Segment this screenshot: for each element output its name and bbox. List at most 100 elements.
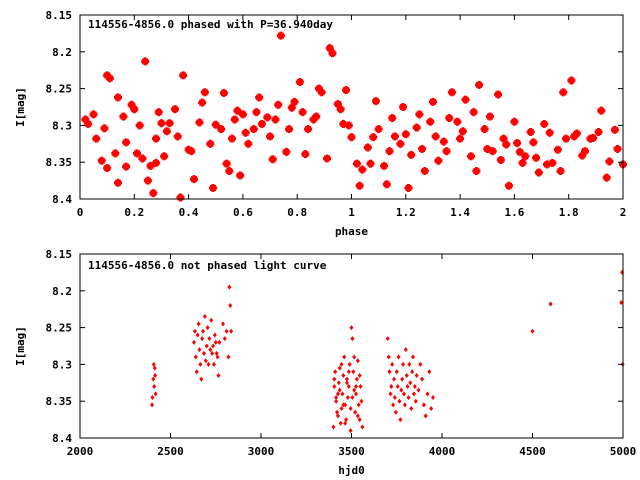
phased-data-point [301, 150, 310, 159]
phased-data-point [152, 158, 161, 167]
unphased-data-point [412, 383, 417, 389]
unphased-data-point [400, 376, 405, 382]
phased-data-point [553, 145, 562, 154]
unphased-data-point [216, 372, 221, 378]
phased-data-point [244, 139, 253, 148]
unphased-data-point [151, 376, 156, 382]
phased-y-tick-label: 8.3 [52, 119, 72, 132]
phased-data-point [285, 125, 294, 134]
phased-data-point [162, 127, 171, 136]
phased-data-point [81, 115, 90, 124]
unphased-data-point [530, 328, 535, 334]
phased-data-point [388, 114, 397, 123]
unphased-data-point [401, 361, 406, 367]
phased-data-point [458, 127, 467, 136]
unphased-data-point [195, 332, 200, 338]
phased-data-point [230, 115, 239, 124]
phased-data-point [532, 153, 541, 162]
unphased-data-points [150, 269, 625, 434]
unphased-plot-title: 114556-4856.0 not phased light curve [88, 259, 327, 272]
phased-data-point [434, 156, 443, 165]
phased-data-point [556, 167, 565, 176]
phased-x-tick-label: 0.6 [233, 206, 253, 219]
unphased-data-point [198, 361, 203, 367]
phased-data-point [461, 95, 470, 104]
phased-data-point [263, 113, 272, 122]
phased-data-point [287, 103, 296, 112]
unphased-data-point [346, 383, 351, 389]
phased-data-point [236, 171, 245, 180]
unphased-data-point [150, 402, 155, 408]
phased-data-point [510, 117, 519, 126]
phased-x-tick-label: 1 [348, 206, 355, 219]
phased-data-point [431, 132, 440, 141]
phased-data-point [580, 147, 589, 156]
phased-data-point [304, 125, 313, 134]
phased-data-point [133, 149, 142, 158]
unphased-data-point [228, 303, 233, 309]
unphased-y-tick-label: 8.4 [52, 432, 72, 445]
phased-data-point [428, 97, 437, 106]
phased-data-point [483, 144, 492, 153]
unphased-data-point [398, 417, 403, 423]
phased-data-point [363, 143, 372, 152]
unphased-x-tick-label: 2500 [157, 445, 184, 458]
phased-x-tick-label: 0 [77, 206, 84, 219]
unphased-data-point [410, 369, 415, 375]
phased-data-point [274, 100, 283, 109]
phased-data-point [92, 134, 101, 143]
phased-data-point [190, 175, 199, 184]
phased-data-point [336, 105, 345, 114]
unphased-data-point [388, 391, 393, 397]
unphased-data-point [152, 383, 157, 389]
phased-data-point [325, 44, 334, 53]
unphased-data-point [215, 354, 220, 360]
unphased-data-point [201, 350, 206, 356]
phased-data-point [135, 121, 144, 130]
phased-data-point [241, 128, 250, 137]
phased-data-point [238, 110, 247, 119]
unphased-data-point [401, 391, 406, 397]
phased-data-point [407, 150, 416, 159]
phased-x-tick-label: 0.2 [124, 206, 144, 219]
unphased-y-tick-label: 8.3 [52, 358, 72, 371]
phased-data-point [276, 31, 285, 40]
phased-data-point [171, 105, 180, 114]
unphased-data-point [355, 413, 360, 419]
unphased-data-point [348, 428, 353, 434]
phased-data-point [157, 119, 166, 128]
phased-data-point [342, 86, 351, 95]
unphased-data-point [334, 395, 339, 401]
unphased-data-point [150, 395, 155, 401]
phased-axis-ticks: 0 0.2 0.4 0.6 0.8 1 1.2 1.4 1.6 1.8 2 8.15 8.2 8.25 8.… [46, 9, 627, 219]
unphased-data-point [211, 343, 216, 349]
phased-y-tick-label: 8.35 [46, 156, 73, 169]
phased-data-point [456, 134, 465, 143]
phased-data-point [160, 152, 169, 161]
phased-data-point [545, 128, 554, 137]
phased-data-point [130, 105, 139, 114]
unphased-data-point [206, 361, 211, 367]
unphased-data-point [396, 354, 401, 360]
phased-data-point [412, 123, 421, 132]
phased-data-point [89, 110, 98, 119]
phased-data-point [141, 57, 150, 66]
phased-data-point [249, 125, 258, 134]
phased-y-axis-label: I[mag] [14, 87, 27, 127]
unphased-data-point [339, 361, 344, 367]
unphased-data-point [192, 328, 197, 334]
unphased-data-point [354, 391, 359, 397]
phased-data-point [559, 88, 568, 97]
unphased-data-point [352, 387, 357, 393]
phased-data-point [475, 80, 484, 89]
phased-data-point [496, 155, 505, 164]
unphased-data-point [339, 406, 344, 412]
phased-data-point [298, 108, 307, 117]
phased-data-point [209, 183, 218, 192]
phased-data-point [252, 108, 261, 117]
phased-data-point [149, 189, 158, 198]
phased-data-point [358, 165, 367, 174]
phased-data-point [312, 112, 321, 121]
unphased-data-point [548, 301, 553, 307]
unphased-data-point [346, 369, 351, 375]
